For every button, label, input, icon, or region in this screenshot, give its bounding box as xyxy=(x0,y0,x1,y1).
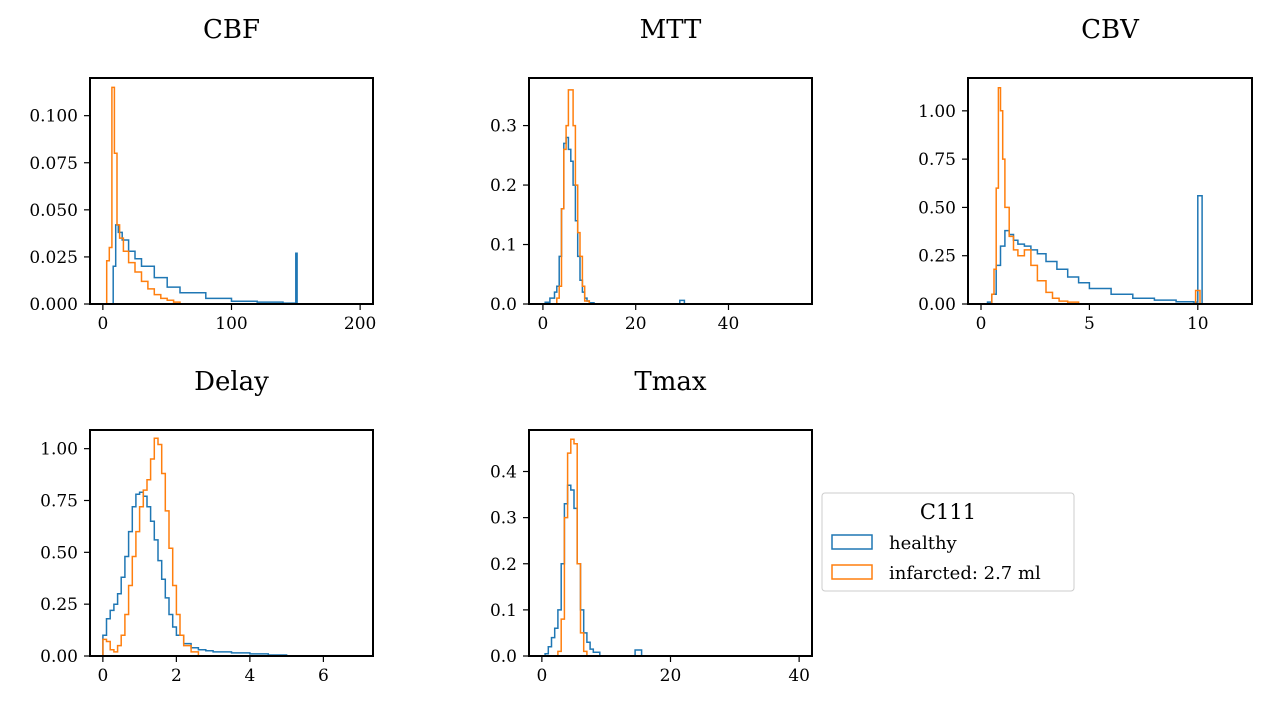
legend-label-healthy: healthy xyxy=(889,533,958,554)
panel-title-mtt: MTT xyxy=(640,15,702,45)
y-tick-label-cbv-0: 0.00 xyxy=(918,295,956,315)
legend-label-infarcted: infarcted: 2.7 ml xyxy=(889,563,1041,584)
series-infarcted-tmax xyxy=(557,438,588,656)
axes-frame-mtt xyxy=(528,77,813,305)
y-tick-label-cbf-1: 0.025 xyxy=(29,248,78,268)
y-tick-label-cbf-4: 0.100 xyxy=(29,107,78,127)
y-tick-label-cbv-2: 0.50 xyxy=(918,198,956,218)
y-tick-label-cbf-0: 0.000 xyxy=(29,295,78,315)
legend: C111 healthy infarcted: 2.7 ml xyxy=(821,492,1075,592)
series-infarcted-mtt xyxy=(556,89,591,304)
panel-title-cbv: CBV xyxy=(1081,15,1140,45)
series-infarcted-delay xyxy=(102,437,200,656)
y-tick-label-cbv-4: 1.00 xyxy=(918,102,956,122)
series-healthy-cbv xyxy=(986,195,1203,304)
y-tick-label-tmax-4: 0.4 xyxy=(490,463,517,483)
x-tick-label-mtt-20: 20 xyxy=(625,314,647,334)
y-tick-label-mtt-1: 0.1 xyxy=(490,236,517,256)
y-tick-label-cbv-1: 0.25 xyxy=(918,247,956,267)
axes-frame-cbf xyxy=(89,77,374,305)
x-tick-label-cbv-0: 0 xyxy=(976,314,987,334)
y-tick-label-delay-1: 0.25 xyxy=(40,595,78,615)
y-tick-label-delay-0: 0.00 xyxy=(40,647,78,667)
series-healthy-tmax xyxy=(544,484,643,656)
x-tick-label-delay-0: 0 xyxy=(97,666,108,686)
x-tick-label-mtt-0: 0 xyxy=(538,314,549,334)
panel-delay: Delay 0 2 4 6 0.00 0.25 0.50 0.75 1.00 xyxy=(40,367,374,686)
x-tick-label-cbf-200: 200 xyxy=(344,314,376,334)
y-tick-label-cbf-2: 0.050 xyxy=(29,201,78,221)
panel-cbf: CBF 0 100 200 0.000 0.025 0.050 0.075 0.100 xyxy=(29,15,376,334)
panel-cbv: CBV 0 5 10 0.00 0.25 0.50 0.75 1.00 xyxy=(918,15,1253,334)
panel-title-cbf: CBF xyxy=(203,15,260,45)
series-infarcted-cbf xyxy=(105,86,181,304)
y-tick-label-mtt-2: 0.2 xyxy=(490,176,517,196)
y-tick-label-cbv-3: 0.75 xyxy=(918,150,956,170)
x-tick-label-delay-6: 6 xyxy=(318,666,329,686)
x-tick-label-tmax-40: 40 xyxy=(788,666,810,686)
x-tick-label-tmax-0: 0 xyxy=(536,666,547,686)
y-tick-label-delay-3: 0.75 xyxy=(40,491,78,511)
x-tick-label-cbv-10: 10 xyxy=(1187,314,1209,334)
series-healthy-delay xyxy=(102,491,288,656)
y-tick-label-mtt-3: 0.3 xyxy=(490,117,517,137)
y-tick-label-tmax-3: 0.3 xyxy=(490,509,517,529)
legend-swatch-healthy xyxy=(831,534,873,550)
y-tick-label-tmax-2: 0.2 xyxy=(490,555,517,575)
y-tick-label-delay-2: 0.50 xyxy=(40,543,78,563)
x-tick-label-delay-4: 4 xyxy=(244,666,255,686)
axes-frame-delay xyxy=(89,429,374,657)
x-tick-label-tmax-20: 20 xyxy=(660,666,682,686)
x-tick-label-mtt-40: 40 xyxy=(718,314,740,334)
legend-title: C111 xyxy=(920,500,976,524)
legend-frame xyxy=(821,492,1075,592)
x-tick-label-cbv-5: 5 xyxy=(1084,314,1095,334)
y-tick-label-tmax-0: 0.0 xyxy=(490,647,517,667)
y-tick-label-cbf-3: 0.075 xyxy=(29,154,78,174)
y-tick-label-tmax-1: 0.1 xyxy=(490,601,517,621)
axes-frame-tmax xyxy=(528,429,813,657)
panel-title-tmax: Tmax xyxy=(634,367,706,397)
y-tick-label-mtt-0: 0.0 xyxy=(490,295,517,315)
panel-mtt: MTT 0 20 40 0.0 0.1 0.2 0.3 xyxy=(490,15,813,334)
y-tick-label-delay-4: 1.00 xyxy=(40,440,78,460)
x-tick-label-cbf-100: 100 xyxy=(215,314,247,334)
panel-tmax: Tmax 0 20 40 0.0 0.1 0.2 0.3 0.4 xyxy=(490,367,813,686)
series-infarcted-cbv xyxy=(991,86,1201,304)
axes-frame-cbv xyxy=(967,77,1253,305)
legend-swatch-infarcted xyxy=(831,564,873,580)
series-healthy-mtt xyxy=(544,136,686,304)
x-tick-label-cbf-0: 0 xyxy=(97,314,108,334)
panel-title-delay: Delay xyxy=(194,367,269,397)
series-healthy-cbf xyxy=(109,224,309,304)
x-tick-label-delay-2: 2 xyxy=(171,666,182,686)
